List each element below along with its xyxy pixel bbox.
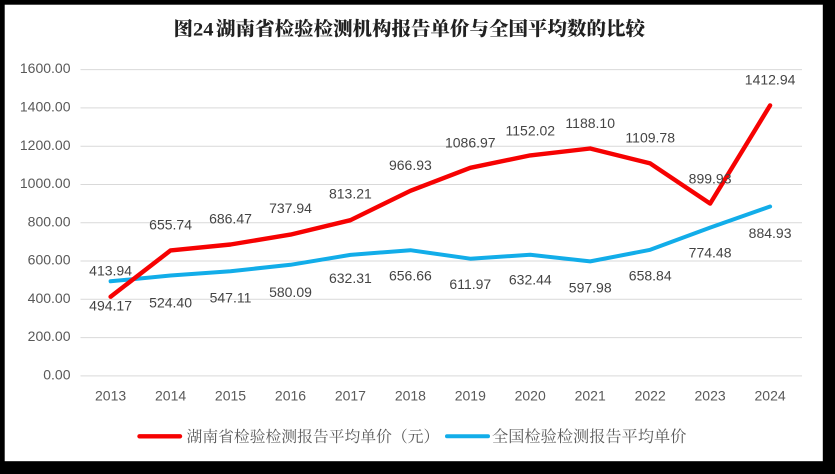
svg-text:611.97: 611.97 [449,276,491,292]
svg-text:2019: 2019 [455,388,486,404]
svg-text:632.44: 632.44 [509,272,552,288]
svg-text:2014: 2014 [155,388,186,404]
svg-text:737.94: 737.94 [269,200,312,216]
svg-text:0.00: 0.00 [43,367,70,383]
svg-text:774.48: 774.48 [689,244,732,260]
svg-text:400.00: 400.00 [28,290,71,306]
svg-text:24: 24 [193,19,214,40]
svg-text:899.93: 899.93 [689,171,732,187]
svg-text:1400.00: 1400.00 [20,99,71,115]
svg-text:2023: 2023 [695,388,726,404]
svg-text:686.47: 686.47 [209,211,252,227]
svg-text:1086.97: 1086.97 [445,135,496,151]
svg-text:2021: 2021 [575,388,606,404]
svg-text:658.84: 658.84 [629,268,672,284]
svg-text:524.40: 524.40 [149,295,192,311]
svg-text:800.00: 800.00 [28,213,71,229]
svg-text:813.21: 813.21 [329,186,372,202]
svg-text:413.94: 413.94 [89,262,132,278]
svg-text:1600.00: 1600.00 [20,60,71,76]
svg-text:1200.00: 1200.00 [20,137,71,153]
svg-text:494.17: 494.17 [89,298,132,314]
svg-text:1000.00: 1000.00 [20,175,71,191]
svg-text:1152.02: 1152.02 [506,122,556,138]
svg-text:2017: 2017 [335,388,366,404]
svg-text:2018: 2018 [395,388,426,404]
svg-text:655.74: 655.74 [149,217,192,233]
svg-text:1188.10: 1188.10 [565,115,615,131]
svg-text:656.66: 656.66 [389,268,432,284]
svg-text:2013: 2013 [95,388,126,404]
svg-text:2024: 2024 [755,388,786,404]
svg-text:2022: 2022 [635,388,666,404]
svg-text:547.11: 547.11 [210,290,252,306]
svg-text:966.93: 966.93 [389,157,432,173]
svg-text:1109.78: 1109.78 [625,130,675,146]
svg-text:600.00: 600.00 [28,252,71,268]
svg-text:597.98: 597.98 [569,279,612,295]
svg-text:632.31: 632.31 [329,270,372,286]
svg-text:1412.94: 1412.94 [745,72,796,88]
svg-text:2020: 2020 [515,388,546,404]
svg-text:884.93: 884.93 [749,225,792,241]
svg-text:2015: 2015 [215,388,246,404]
svg-text:2016: 2016 [275,388,306,404]
svg-text:200.00: 200.00 [28,328,71,344]
svg-text:580.09: 580.09 [269,284,312,300]
